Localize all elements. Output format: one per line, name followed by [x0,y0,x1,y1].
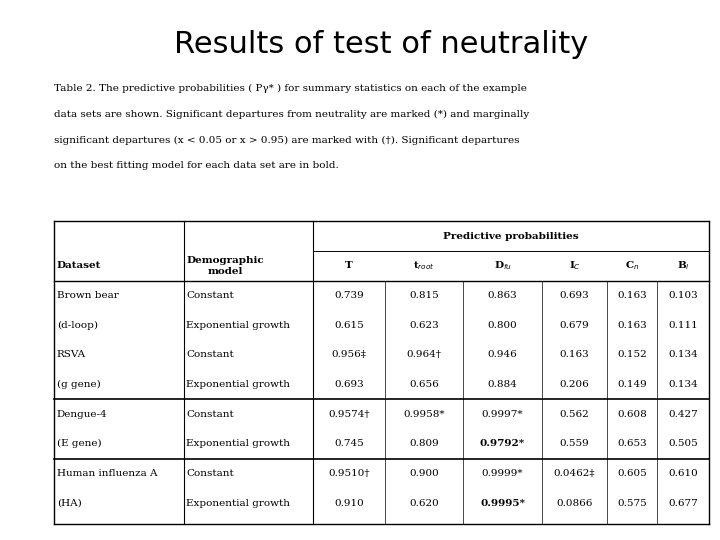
Text: Demographic
model: Demographic model [186,256,264,275]
Text: 0.605: 0.605 [617,469,647,478]
Text: C$_{n}$: C$_{n}$ [625,260,639,272]
Text: 0.163: 0.163 [559,350,590,359]
Text: Constant: Constant [186,350,234,359]
Text: Results of test of neutrality: Results of test of neutrality [174,30,589,59]
Text: 0.964†: 0.964† [407,350,441,359]
Text: 0.900: 0.900 [409,469,439,478]
Text: 0.134: 0.134 [668,350,698,359]
Text: (HA): (HA) [57,498,81,508]
Text: 0.559: 0.559 [559,439,590,448]
Text: 0.505: 0.505 [668,439,698,448]
Text: 0.739: 0.739 [334,291,364,300]
Text: Predictive probabilities: Predictive probabilities [444,232,579,241]
Text: 0.863: 0.863 [487,291,518,300]
Text: 0.134: 0.134 [668,380,698,389]
Text: 0.815: 0.815 [409,291,439,300]
Text: 0.562: 0.562 [559,410,590,418]
Text: 0.623: 0.623 [409,321,439,329]
Text: Exponential growth: Exponential growth [186,439,290,448]
Text: Brown bear: Brown bear [57,291,119,300]
Text: Goodness-of-fit tests: Goodness-of-fit tests [13,227,27,367]
Text: 0.9574†: 0.9574† [328,410,370,418]
Text: 0.809: 0.809 [409,439,439,448]
Text: 0.163: 0.163 [617,321,647,329]
Text: 0.103: 0.103 [668,291,698,300]
Text: 0.0866: 0.0866 [557,498,593,508]
Text: (E gene): (E gene) [57,439,102,448]
Text: Dataset: Dataset [57,261,102,271]
Text: 0.111: 0.111 [668,321,698,329]
Text: 0.656: 0.656 [409,380,439,389]
Text: 0.946: 0.946 [487,350,518,359]
Text: 0.800: 0.800 [487,321,518,329]
Text: Dengue-4: Dengue-4 [57,410,107,418]
Text: 0.9999*: 0.9999* [482,469,523,478]
Text: 0.0462‡: 0.0462‡ [554,469,595,478]
Text: 0.693: 0.693 [334,380,364,389]
Text: 0.152: 0.152 [617,350,647,359]
Text: 0.206: 0.206 [559,380,590,389]
Text: 0.615: 0.615 [334,321,364,329]
Text: Constant: Constant [186,291,234,300]
Text: 0.163: 0.163 [617,291,647,300]
Text: Exponential growth: Exponential growth [186,498,290,508]
Text: RSVA: RSVA [57,350,86,359]
Text: 0.149: 0.149 [617,380,647,389]
Text: Constant: Constant [186,469,234,478]
Text: D$_{fu}$: D$_{fu}$ [494,260,511,272]
Text: 0.956‡: 0.956‡ [332,350,366,359]
Text: Exponential growth: Exponential growth [186,321,290,329]
Text: t$_{root}$: t$_{root}$ [413,260,435,272]
Text: 0.9510†: 0.9510† [328,469,370,478]
Text: 0.9995*: 0.9995* [480,498,525,508]
Text: 0.575: 0.575 [617,498,647,508]
Text: 0.9997*: 0.9997* [482,410,523,418]
Text: 0.910: 0.910 [334,498,364,508]
Text: (d-loop): (d-loop) [57,321,98,330]
Text: Table 2. The predictive probabilities ( Pγ* ) for summary statistics on each of : Table 2. The predictive probabilities ( … [54,84,527,93]
Text: I$_{C}$: I$_{C}$ [569,260,580,272]
Text: on the best fitting model for each data set are in bold.: on the best fitting model for each data … [54,161,338,171]
Text: B$_{l}$: B$_{l}$ [677,260,690,272]
Text: 0.620: 0.620 [409,498,439,508]
Text: 0.677: 0.677 [668,498,698,508]
Text: T: T [346,261,353,271]
Text: Exponential growth: Exponential growth [186,380,290,389]
Text: 0.745: 0.745 [334,439,364,448]
Text: 0.9958*: 0.9958* [403,410,445,418]
Text: significant departures (x < 0.05 or x > 0.95) are marked with (†). Significant d: significant departures (x < 0.05 or x > … [54,136,520,145]
Text: data sets are shown. Significant departures from neutrality are marked (*) and m: data sets are shown. Significant departu… [54,110,529,119]
Text: 0.427: 0.427 [668,410,698,418]
Text: 0.679: 0.679 [559,321,590,329]
Text: Human influenza A: Human influenza A [57,469,158,478]
Text: 0.693: 0.693 [559,291,590,300]
Text: 0.608: 0.608 [617,410,647,418]
Text: 0.610: 0.610 [668,469,698,478]
Text: 0.653: 0.653 [617,439,647,448]
Text: Constant: Constant [186,410,234,418]
Text: (g gene): (g gene) [57,380,101,389]
Text: 0.9792*: 0.9792* [480,439,525,448]
Text: 0.884: 0.884 [487,380,518,389]
